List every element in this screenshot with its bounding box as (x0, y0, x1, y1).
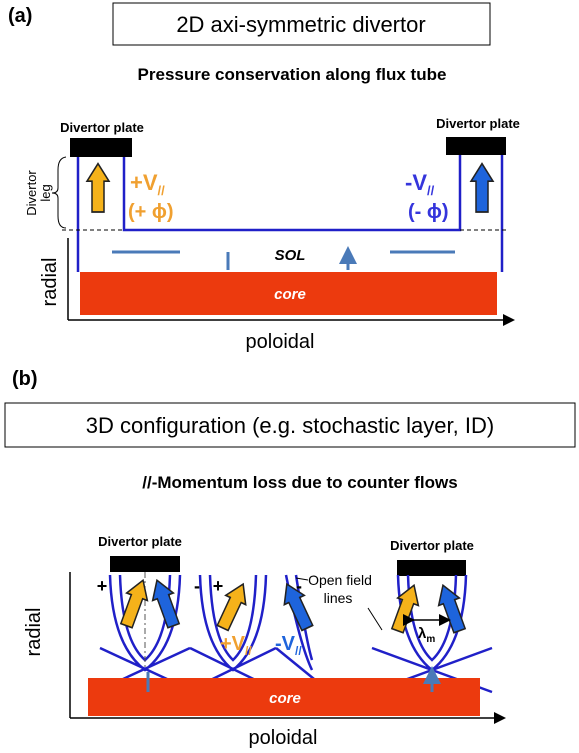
sign: + (213, 576, 224, 596)
core-label: core (269, 690, 301, 707)
flow-label: -V// (275, 633, 302, 658)
title: 3D configuration (e.g. stochastic layer,… (86, 413, 494, 438)
flow-arrows (146, 672, 432, 692)
y-axis-label: radial (39, 258, 61, 307)
y-axis-label: radial (23, 608, 45, 657)
subtitle: Pressure conservation along flux tube (138, 65, 447, 84)
axes (69, 572, 503, 718)
panel-label: (a) (8, 5, 32, 27)
flow-arrow (470, 162, 494, 213)
flow-label: +V// (220, 633, 252, 658)
flow-arrows (112, 252, 455, 270)
core (80, 272, 497, 315)
potential-label: (+ ϕ) (128, 201, 174, 223)
x-axis-label: poloidal (249, 727, 318, 749)
core (88, 678, 480, 716)
title: 2D axi-symmetric divertor (176, 12, 425, 37)
divertor-plate (446, 137, 506, 155)
plate-label: Divertor plate (436, 116, 520, 131)
flow-label: +V// (130, 170, 165, 198)
divertor-plate (110, 556, 180, 572)
axes (67, 238, 512, 320)
divertor-plate (70, 138, 132, 157)
core-label: core (274, 286, 306, 303)
sign: + (97, 576, 108, 596)
x-axis-label: poloidal (246, 331, 315, 353)
potential-label: (- ϕ) (408, 201, 449, 223)
flux-tube (76, 155, 504, 272)
divertor-plate (397, 560, 466, 576)
sign: - (194, 576, 200, 596)
annotation: Open field (308, 572, 372, 588)
brace (51, 156, 67, 229)
annotation: lines (324, 590, 353, 606)
title-box (112, 2, 491, 46)
width-label: λm (418, 625, 435, 645)
panel-label: (b) (12, 368, 38, 390)
subtitle: //-Momentum loss due to counter flows (142, 473, 457, 492)
flow-arrow (86, 162, 110, 213)
plate-label: Divertor plate (390, 538, 474, 553)
flow-label: -V// (405, 170, 435, 198)
sign: - (296, 576, 302, 596)
pointer (295, 577, 383, 631)
plate-label: Divertor plate (60, 120, 144, 135)
plate-label: Divertor plate (98, 534, 182, 549)
title-box (4, 402, 576, 448)
leg-label: leg (38, 184, 53, 201)
leg-label: Divertor (24, 170, 39, 216)
sol-label: SOL (275, 247, 306, 264)
